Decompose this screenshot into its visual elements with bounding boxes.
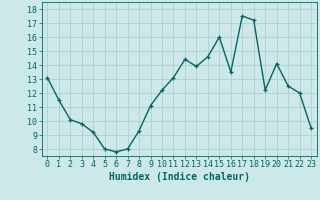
X-axis label: Humidex (Indice chaleur): Humidex (Indice chaleur)	[109, 172, 250, 182]
